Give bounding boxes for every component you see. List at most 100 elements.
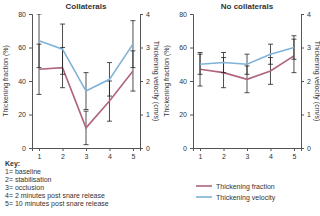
key-title: Key: xyxy=(5,160,20,168)
series-line xyxy=(39,68,133,128)
tick-mark xyxy=(301,148,304,149)
key-item: 1= baseline xyxy=(5,168,41,175)
error-bar-cap xyxy=(291,59,296,60)
tick-mark xyxy=(29,115,32,116)
error-bar-cap xyxy=(198,86,203,87)
error-bar-cap xyxy=(291,35,296,36)
chart-canvas: Collaterals1234502040608001234Thickening… xyxy=(0,0,320,216)
axis-line xyxy=(190,15,194,149)
y-axis: 020406080 xyxy=(179,11,193,152)
error-bar-cap xyxy=(268,44,273,45)
tick: 4 xyxy=(140,11,150,18)
tick-label: 3 xyxy=(246,153,250,160)
tick: 5 xyxy=(293,148,297,160)
error-bar-cap xyxy=(245,54,250,55)
axis-line xyxy=(302,15,305,149)
tick: 80 xyxy=(18,11,32,18)
series-line xyxy=(200,48,294,65)
tick-mark xyxy=(140,115,143,116)
error-bar-cap xyxy=(84,144,89,145)
tick: 2 xyxy=(140,78,150,85)
key-item: 3= occlusion xyxy=(5,184,44,191)
legend-label: Thickening fraction xyxy=(216,183,275,191)
tick-mark xyxy=(190,81,193,82)
error-bar-cap xyxy=(37,67,42,68)
tick-label: 1 xyxy=(307,111,311,118)
tick-mark xyxy=(86,148,87,151)
axis-line xyxy=(29,15,33,149)
error-bar-cap xyxy=(221,52,226,53)
tick: 4 xyxy=(108,148,112,160)
error-bar-cap xyxy=(245,92,250,93)
tick-label: 1 xyxy=(146,111,150,118)
legend: Thickening fractionThickening velocity xyxy=(196,183,276,202)
tick-label: 2 xyxy=(61,153,65,160)
tick: 0 xyxy=(22,145,32,152)
tick-mark xyxy=(301,14,304,15)
error-bar-cap xyxy=(130,20,135,21)
tick: 3 xyxy=(85,148,89,160)
series-line xyxy=(39,41,133,91)
key-item: 5= 10 minutes post snare release xyxy=(5,200,109,208)
y2-axis-title: Thickening velocity (cm/s) xyxy=(152,41,160,122)
x-axis: 12345 xyxy=(194,148,302,160)
tick: 2 xyxy=(222,148,226,160)
tick: 0 xyxy=(301,145,311,152)
y-axis-title: Thickening fraction (%) xyxy=(2,45,10,117)
axis-line xyxy=(194,149,302,152)
tick-mark xyxy=(140,48,143,49)
y2-axis: 0 1 2 3 4 xyxy=(140,11,150,152)
tick-label: 60 xyxy=(18,44,26,51)
error-bar-cap xyxy=(245,74,250,75)
tick-label: 0 xyxy=(183,145,187,152)
tick: 2 xyxy=(61,148,65,160)
tick-mark xyxy=(29,48,32,49)
tick-mark xyxy=(29,148,32,149)
tick-mark xyxy=(140,81,143,82)
tick: 4 xyxy=(301,11,311,18)
tick-label: 2 xyxy=(222,153,226,160)
tick-mark xyxy=(301,81,304,82)
y-axis: 020406080 xyxy=(18,11,32,152)
tick-label: 2 xyxy=(307,78,311,85)
key-item: 2= stabilisation xyxy=(5,176,52,183)
error-bar-cap xyxy=(130,91,135,92)
error-bar-cap xyxy=(84,109,89,110)
key-item: 4= 2 minutes post snare release xyxy=(5,192,105,200)
x-axis: 1 2 3 4 5 xyxy=(33,148,141,160)
tick: 1 xyxy=(301,111,311,118)
axis-line xyxy=(33,149,141,152)
tick-mark xyxy=(29,14,32,15)
legend-swatch xyxy=(196,196,212,198)
tick: 60 xyxy=(18,44,32,51)
tick-mark xyxy=(190,14,193,15)
tick-mark xyxy=(140,14,143,15)
tick-label: 80 xyxy=(179,11,187,18)
error-bar-cap xyxy=(198,52,203,53)
chart-title: No collaterals xyxy=(221,2,274,11)
error-bar-cap xyxy=(198,74,203,75)
tick-label: 4 xyxy=(108,153,112,160)
error-bar-cap xyxy=(268,84,273,85)
tick-label: 1 xyxy=(38,153,42,160)
tick: 1 xyxy=(38,148,42,160)
tick: 0 xyxy=(140,145,150,152)
error-bar-cap xyxy=(107,62,112,63)
error-bar-cap xyxy=(84,111,89,112)
tick: 80 xyxy=(179,11,193,18)
error-bar-cap xyxy=(37,94,42,95)
error-bar-cap xyxy=(84,72,89,73)
y2-axis-title: Thickening velocity (cm/s) xyxy=(313,41,320,122)
tick-mark xyxy=(294,148,295,151)
error-bar-cap xyxy=(60,87,65,88)
chart-title: Collaterals xyxy=(66,2,107,11)
error-bar-cap xyxy=(268,64,273,65)
tick: 3 xyxy=(246,148,250,160)
tick-mark xyxy=(301,115,304,116)
tick-mark xyxy=(140,148,143,149)
tick-label: 3 xyxy=(85,153,89,160)
tick: 5 xyxy=(132,148,136,160)
tick-label: 3 xyxy=(146,44,150,51)
tick: 4 xyxy=(269,148,273,160)
error-bar-cap xyxy=(291,72,296,73)
